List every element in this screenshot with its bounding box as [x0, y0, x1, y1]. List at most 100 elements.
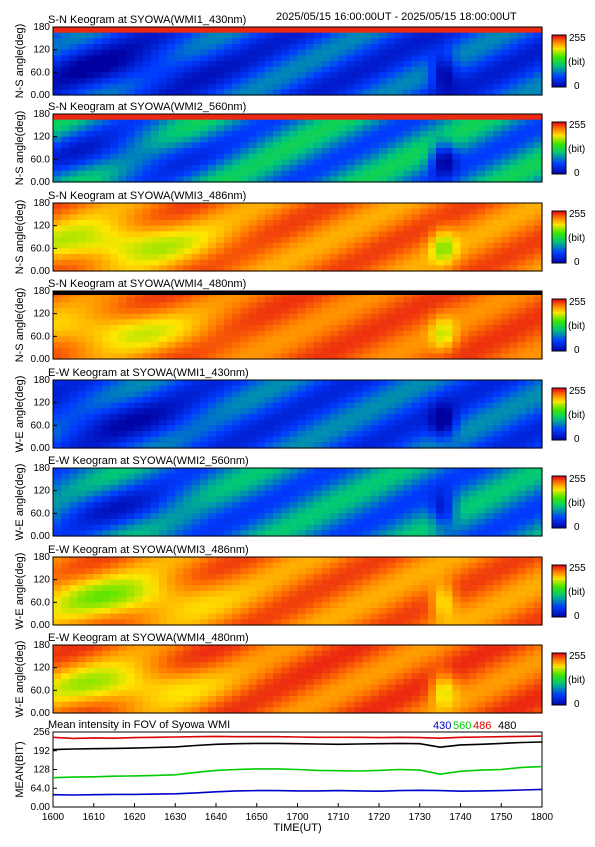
keogram-cell: [493, 260, 502, 266]
keogram-cell: [94, 297, 103, 303]
keogram-cell: [273, 319, 282, 325]
keogram-cell: [403, 325, 412, 331]
keogram-cell: [265, 302, 274, 308]
keogram-cell: [257, 563, 266, 569]
keogram-cell: [534, 120, 543, 126]
keogram-cell: [444, 519, 453, 525]
keogram-cell: [273, 120, 282, 126]
keogram-cell: [77, 308, 86, 314]
keogram-cell: [403, 120, 412, 126]
keogram-cell: [249, 171, 258, 177]
keogram-cell: [436, 131, 445, 137]
keogram-cell: [355, 308, 364, 314]
keogram-cell: [265, 137, 274, 143]
keogram-cell: [355, 397, 364, 403]
keogram-cell: [501, 248, 510, 254]
keogram-cell: [330, 125, 339, 131]
keogram-cell: [265, 468, 274, 474]
keogram-cell: [461, 131, 470, 137]
keogram-cell: [322, 84, 331, 90]
keogram-cell: [167, 254, 176, 260]
keogram-cell: [298, 563, 307, 569]
keogram-cell: [175, 408, 184, 414]
keogram-cell: [118, 496, 127, 502]
keogram-cell: [232, 33, 241, 39]
keogram-cell: [53, 391, 62, 397]
keogram-cell: [135, 502, 144, 508]
keogram-cell: [444, 131, 453, 137]
keogram-cell: [501, 165, 510, 171]
keogram-cell: [379, 519, 388, 525]
keogram-cell: [501, 243, 510, 249]
keogram-cell: [355, 226, 364, 232]
keogram-cell: [412, 308, 421, 314]
keogram-cell: [526, 137, 535, 143]
keogram-cell: [240, 243, 249, 249]
keogram-cell: [338, 114, 347, 120]
keogram-cell: [183, 485, 192, 491]
keogram-cell: [330, 585, 339, 591]
keogram-cell: [232, 302, 241, 308]
keogram-cell: [126, 386, 135, 392]
keogram-cell: [509, 254, 518, 260]
keogram-cell: [403, 67, 412, 73]
keogram-cell: [240, 231, 249, 237]
keogram-cell: [208, 563, 217, 569]
keogram-cell: [281, 425, 290, 431]
keogram-cell: [306, 591, 315, 597]
keogram-cell: [526, 214, 535, 220]
keogram-cell: [69, 254, 78, 260]
keogram-cell: [143, 508, 152, 514]
keogram-cell: [346, 84, 355, 90]
keogram-cell: [273, 314, 282, 320]
keogram-cell: [110, 55, 119, 61]
keogram-cell: [371, 237, 380, 243]
keogram-cell: [493, 474, 502, 480]
keogram-cell: [355, 420, 364, 426]
keogram-cell: [151, 237, 160, 243]
keogram-cell: [452, 237, 461, 243]
keogram-cell: [298, 44, 307, 50]
keogram-cell: [461, 502, 470, 508]
keogram-cell: [159, 248, 168, 254]
keogram-cell: [363, 237, 372, 243]
keogram-cell: [444, 33, 453, 39]
keogram-cell: [363, 231, 372, 237]
keogram-cell: [428, 38, 437, 44]
keogram-cell: [281, 574, 290, 580]
keogram-cell: [240, 502, 249, 508]
keogram-cell: [69, 67, 78, 73]
keogram-cell: [135, 254, 144, 260]
keogram-cell: [151, 513, 160, 519]
keogram-cell: [200, 159, 209, 165]
keogram-cell: [249, 61, 258, 67]
keogram-cell: [143, 591, 152, 597]
keogram-cell: [346, 131, 355, 137]
keogram-cell: [167, 468, 176, 474]
keogram-cell: [208, 331, 217, 337]
keogram-cell: [403, 220, 412, 226]
keogram-cell: [86, 386, 95, 392]
keogram-cell: [175, 508, 184, 514]
keogram-cell: [428, 408, 437, 414]
keogram-cell: [346, 437, 355, 443]
keogram-cell: [94, 614, 103, 620]
keogram-cell: [192, 142, 201, 148]
keogram-cell: [53, 380, 62, 386]
keogram-cell: [118, 314, 127, 320]
keogram-cell: [167, 557, 176, 563]
keogram-cell: [485, 331, 494, 337]
keogram-cell: [110, 260, 119, 266]
keogram-cell: [86, 248, 95, 254]
keogram-cell: [379, 331, 388, 337]
keogram-cell: [485, 214, 494, 220]
keogram-cell: [94, 120, 103, 126]
keogram-cell: [444, 44, 453, 50]
keogram-cell: [61, 585, 70, 591]
keogram-cell: [518, 348, 527, 354]
keogram-cell: [200, 585, 209, 591]
keogram-cell: [200, 314, 209, 320]
colorbar-unit-label: (bit): [568, 410, 585, 421]
keogram-cell: [175, 574, 184, 580]
keogram-cell: [143, 331, 152, 337]
